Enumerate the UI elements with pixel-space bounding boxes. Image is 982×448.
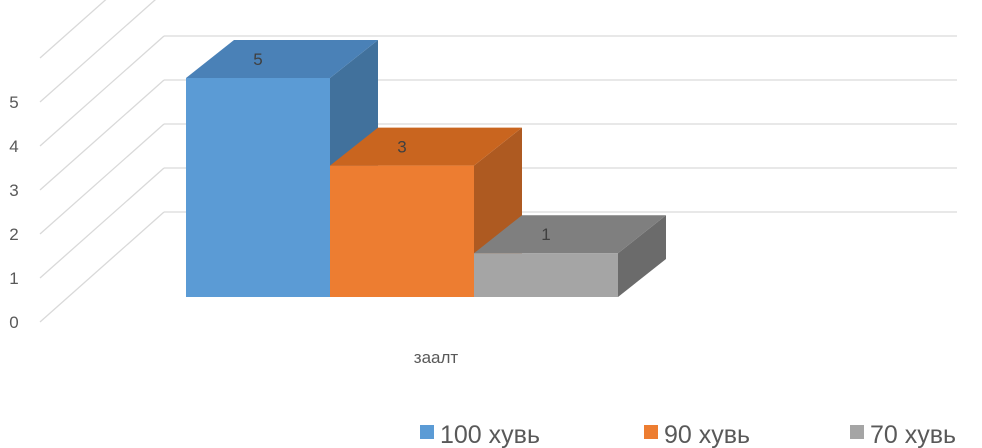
bar-top: [330, 127, 522, 166]
data-label: 3: [397, 138, 406, 157]
bar-2: [330, 127, 522, 297]
category-label: заалт: [414, 348, 459, 367]
legend-swatch: [644, 425, 658, 439]
legend-swatch: [850, 425, 864, 439]
y-tick-label: 1: [9, 269, 18, 288]
y-tick-label: 0: [9, 313, 18, 332]
y-tick-label: 4: [9, 137, 18, 156]
bar-front: [186, 78, 330, 297]
y-axis-ticks: 0 1 2 3 4 5: [9, 93, 18, 332]
y-tick-label: 3: [9, 181, 18, 200]
bar-front: [330, 165, 474, 297]
bar-top: [186, 40, 378, 78]
data-label: 5: [253, 50, 262, 69]
category-labels: заалт: [414, 348, 459, 367]
gridline-side: [39, 35, 165, 147]
gridline-side: [39, 211, 165, 323]
legend-entry: 70 хувь: [850, 421, 956, 448]
legend-label: 70 хувь: [870, 421, 956, 448]
data-label: 1: [541, 225, 550, 244]
bar-front: [474, 253, 618, 297]
gridline-side: [39, 167, 165, 279]
gridline-side: [39, 0, 107, 59]
legend-swatch: [420, 425, 434, 439]
y-tick-label: 2: [9, 225, 18, 244]
bar-top: [474, 215, 666, 254]
legend-label: 100 хувь: [440, 421, 540, 448]
bar-3: [474, 215, 666, 297]
bar-side: [618, 215, 666, 297]
legend-label: 90 хувь: [664, 421, 750, 448]
legend-entry: 100 хувь: [420, 421, 540, 448]
gridline-side: [39, 0, 156, 103]
legend: 100 хувь 90 хувь 70 хувь: [420, 421, 956, 448]
gridline-side: [39, 79, 165, 191]
bars: [186, 40, 666, 297]
gridline-side: [39, 123, 165, 235]
data-labels: 5 3 1: [253, 50, 550, 244]
y-tick-label: 5: [9, 93, 18, 112]
legend-entry: 90 хувь: [644, 421, 750, 448]
